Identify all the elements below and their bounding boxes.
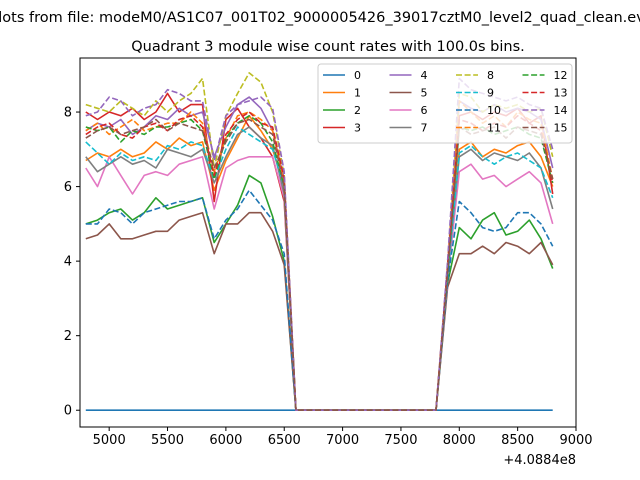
axes: 5000 5500 6000 6500 7000 7500 8000 8500 9000+4.0… xyxy=(64,57,593,468)
y-tick-label: 8 xyxy=(64,106,72,121)
legend-label-5: 5 xyxy=(421,87,428,100)
legend-label-10: 10 xyxy=(487,104,501,117)
series-line-4 xyxy=(85,96,554,412)
legend-label-13: 13 xyxy=(554,87,568,100)
legend-label-11: 11 xyxy=(487,122,501,135)
legend-label-6: 6 xyxy=(421,104,428,117)
x-tick-label: 6500 xyxy=(268,433,301,448)
y-tick-label: 0 xyxy=(64,404,72,419)
y-tick-label: 2 xyxy=(64,329,72,344)
legend-label-12: 12 xyxy=(554,69,568,82)
x-offset-label: +4.0884e8 xyxy=(503,453,576,468)
series-line-9 xyxy=(85,126,554,412)
chart-title: Quadrant 3 module wise count rates with … xyxy=(131,39,525,55)
x-tick-label: 8000 xyxy=(443,433,476,448)
legend-label-4: 4 xyxy=(421,69,428,82)
x-tick-label: 7500 xyxy=(384,433,417,448)
x-tick-label: 5500 xyxy=(151,433,184,448)
legend-label-15: 15 xyxy=(554,122,568,135)
legend-label-1: 1 xyxy=(354,87,361,100)
legend-label-2: 2 xyxy=(354,104,361,117)
legend-label-7: 7 xyxy=(421,122,428,135)
series-line-6 xyxy=(85,156,554,412)
legend-label-14: 14 xyxy=(554,104,568,117)
series-line-2 xyxy=(85,174,554,412)
x-tick-label: 9000 xyxy=(559,433,592,448)
legend-label-8: 8 xyxy=(487,69,494,82)
series-line-11 xyxy=(85,100,554,412)
x-tick-label: 6000 xyxy=(209,433,242,448)
figure-suptitle: Plots from file: modeM0/AS1C07_001T02_90… xyxy=(0,10,640,26)
series-line-5 xyxy=(85,211,554,412)
y-tick-label: 6 xyxy=(64,180,72,195)
y-tick-label: 4 xyxy=(64,255,72,270)
series-line-10 xyxy=(85,189,554,412)
axes-frame xyxy=(79,57,577,428)
series-line-15 xyxy=(85,118,554,412)
legend-label-0: 0 xyxy=(354,69,361,82)
legend-label-3: 3 xyxy=(354,122,361,135)
legend-box xyxy=(317,63,573,144)
series-line-7 xyxy=(85,126,554,412)
legend-label-9: 9 xyxy=(487,87,494,100)
x-tick-label: 8500 xyxy=(501,433,534,448)
x-tick-label: 7000 xyxy=(326,433,359,448)
x-tick-label: 5000 xyxy=(93,433,126,448)
